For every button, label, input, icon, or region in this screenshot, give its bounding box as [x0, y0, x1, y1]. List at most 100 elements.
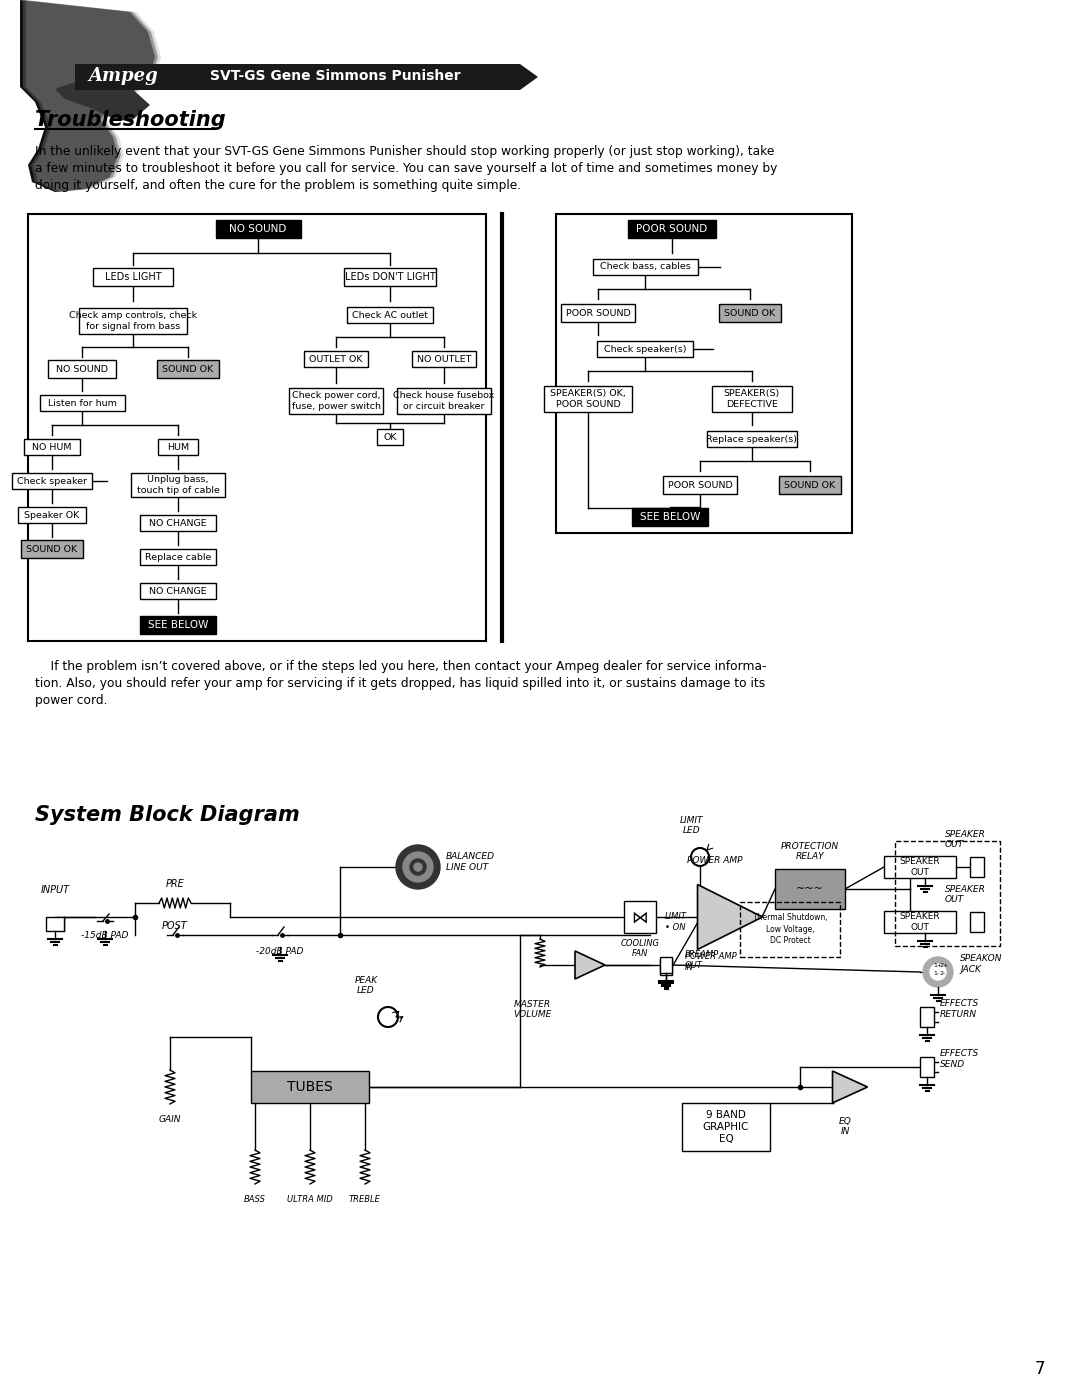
Text: NO CHANGE: NO CHANGE — [149, 518, 206, 528]
Text: NO OUTLET: NO OUTLET — [417, 355, 471, 363]
Text: NO HUM: NO HUM — [32, 443, 71, 451]
Circle shape — [396, 845, 440, 888]
Text: Unplug bass,
touch tip of cable: Unplug bass, touch tip of cable — [136, 475, 219, 495]
Bar — [347, 307, 433, 323]
Text: Replace cable: Replace cable — [145, 552, 212, 562]
Text: Check AC outlet: Check AC outlet — [352, 310, 428, 320]
Polygon shape — [698, 884, 762, 950]
Text: POOR SOUND: POOR SOUND — [566, 309, 631, 317]
Bar — [303, 351, 368, 367]
Bar — [140, 549, 216, 564]
Circle shape — [403, 852, 433, 882]
Text: PEAK
LED: PEAK LED — [354, 975, 378, 995]
Text: PROTECTION
RELAY: PROTECTION RELAY — [781, 841, 839, 861]
Text: LIMIT
• ON: LIMIT • ON — [665, 912, 687, 932]
Text: TREBLE: TREBLE — [349, 1194, 381, 1204]
Text: PRE: PRE — [165, 879, 185, 888]
Text: ULTRA MID: ULTRA MID — [287, 1194, 333, 1204]
Bar — [12, 474, 92, 489]
Text: Listen for hum: Listen for hum — [48, 398, 117, 408]
Bar — [779, 476, 841, 495]
Bar — [624, 901, 656, 933]
Polygon shape — [75, 64, 538, 89]
Bar — [157, 360, 219, 379]
Bar — [597, 341, 693, 358]
Text: SPEAKER
OUT: SPEAKER OUT — [900, 858, 941, 877]
Bar — [920, 1007, 934, 1027]
Bar — [140, 616, 216, 634]
Text: Replace speaker(s): Replace speaker(s) — [706, 434, 797, 443]
Bar — [46, 916, 64, 930]
Text: Speaker OK: Speaker OK — [25, 510, 80, 520]
Bar — [885, 856, 956, 877]
Bar — [712, 386, 792, 412]
Text: SOUND OK: SOUND OK — [162, 365, 214, 373]
Bar — [970, 912, 984, 932]
Bar — [40, 395, 124, 411]
Bar — [158, 439, 198, 455]
Bar — [140, 515, 216, 531]
Polygon shape — [23, 0, 158, 191]
Bar — [93, 268, 173, 286]
Text: POOR SOUND: POOR SOUND — [636, 224, 707, 235]
Text: SOUND OK: SOUND OK — [26, 545, 78, 553]
Bar — [681, 1104, 770, 1151]
Text: SPEAKER
OUT: SPEAKER OUT — [945, 884, 986, 904]
Polygon shape — [55, 75, 150, 122]
Text: Thermal Shutdown,
Low Voltage,
DC Protect: Thermal Shutdown, Low Voltage, DC Protec… — [753, 914, 827, 944]
Text: NO SOUND: NO SOUND — [229, 224, 286, 235]
Text: SPEAKER(S)
DEFECTIVE: SPEAKER(S) DEFECTIVE — [724, 390, 780, 409]
Text: NO CHANGE: NO CHANGE — [149, 587, 206, 595]
Text: POOR SOUND: POOR SOUND — [667, 481, 732, 489]
Bar — [18, 507, 86, 522]
Bar — [627, 219, 716, 237]
Bar — [660, 958, 672, 975]
Text: LEDs DON'T LIGHT: LEDs DON'T LIGHT — [345, 272, 435, 282]
Text: 2+: 2+ — [940, 963, 949, 968]
Circle shape — [414, 863, 422, 870]
Text: 9 BAND
GRAPHIC
EQ: 9 BAND GRAPHIC EQ — [703, 1111, 750, 1144]
Text: LEDs LIGHT: LEDs LIGHT — [105, 272, 161, 282]
Text: -20dB PAD: -20dB PAD — [256, 947, 303, 956]
Text: Check amp controls, check
for signal from bass: Check amp controls, check for signal fro… — [69, 312, 197, 331]
Text: INPUT: INPUT — [40, 886, 69, 895]
Text: 1-: 1- — [933, 971, 940, 977]
Text: Check power cord,
fuse, power switch: Check power cord, fuse, power switch — [292, 391, 380, 411]
Text: POWER AMP
IN: POWER AMP IN — [685, 953, 737, 972]
Text: OK: OK — [383, 433, 396, 441]
Bar — [920, 1058, 934, 1077]
Text: LIMIT
LED: LIMIT LED — [680, 816, 704, 835]
Text: POST: POST — [162, 921, 188, 930]
Bar — [632, 509, 708, 527]
Bar — [719, 305, 781, 321]
Text: HUM: HUM — [167, 443, 189, 451]
Circle shape — [923, 957, 953, 988]
Text: TUBES: TUBES — [287, 1080, 333, 1094]
Text: Check bass, cables: Check bass, cables — [599, 263, 690, 271]
Text: EFFECTS
RETURN: EFFECTS RETURN — [940, 999, 980, 1018]
Text: COOLING
FAN: COOLING FAN — [621, 939, 660, 958]
Bar — [251, 1071, 369, 1104]
Bar — [24, 439, 80, 455]
Bar — [775, 869, 845, 909]
Bar — [28, 214, 486, 641]
Text: SVT-GS Gene Simmons Punisher: SVT-GS Gene Simmons Punisher — [210, 68, 461, 82]
Circle shape — [930, 964, 946, 981]
Text: ~~~: ~~~ — [796, 884, 824, 894]
Bar — [48, 360, 116, 379]
Bar — [660, 957, 672, 972]
Text: POWER AMP: POWER AMP — [687, 856, 743, 865]
Text: 1+: 1+ — [933, 963, 942, 968]
Bar — [377, 429, 403, 446]
Circle shape — [410, 859, 426, 875]
Text: 7: 7 — [1035, 1361, 1045, 1377]
Bar — [140, 583, 216, 599]
Text: Troubleshooting: Troubleshooting — [35, 110, 226, 130]
Text: BALANCED
LINE OUT: BALANCED LINE OUT — [446, 852, 495, 872]
Text: SEE BELOW: SEE BELOW — [148, 620, 208, 630]
Text: In the unlikely event that your SVT-GS Gene Simmons Punisher should stop working: In the unlikely event that your SVT-GS G… — [35, 145, 778, 191]
Text: ⋈: ⋈ — [632, 908, 648, 926]
Bar — [895, 841, 1000, 946]
Text: SPEAKER(S) OK,
POOR SOUND: SPEAKER(S) OK, POOR SOUND — [550, 390, 626, 409]
Polygon shape — [833, 1071, 867, 1104]
